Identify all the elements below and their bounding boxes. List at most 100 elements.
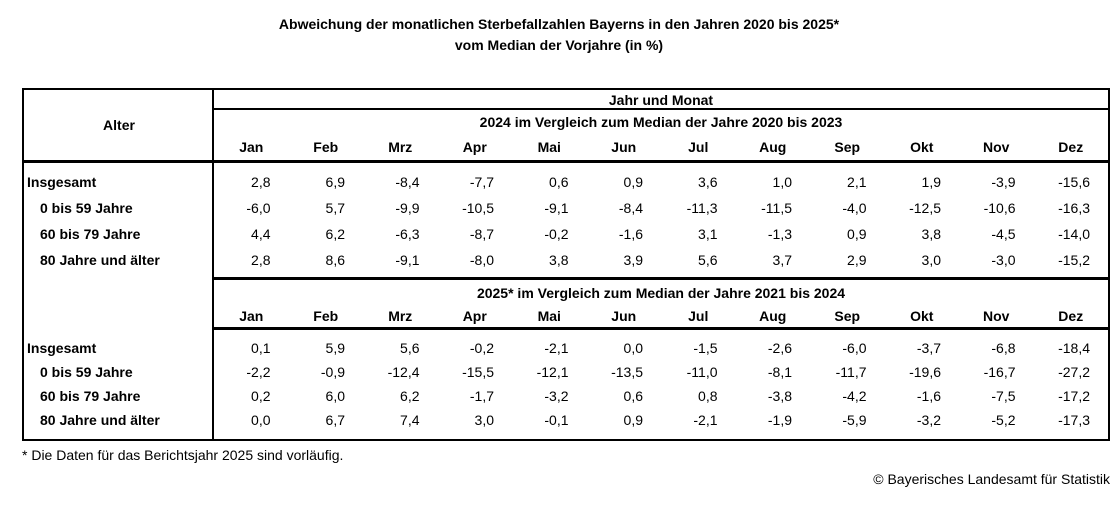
table-header: Alter Jahr und Monat 2024 im Vergleich z… [24, 90, 1108, 163]
data-cell: 0,6 [549, 174, 569, 190]
header-spacer [24, 277, 214, 330]
section-subtitle-2024: 2024 im Vergleich zum Median der Jahre 2… [479, 114, 843, 130]
month-header-cell: Jan [239, 307, 264, 324]
table-row-80-und-aelter: 80 Jahre und älter 0,0 6,7 7,4 3,0 -0,1 0,9 -2… [24, 408, 1108, 432]
row-label: 60 bis 79 Jahre [40, 226, 141, 242]
data-cell: -6,0 [842, 340, 867, 356]
data-cell: 1,9 [921, 174, 941, 190]
data-cell: -7,5 [991, 388, 1016, 404]
data-cell: 2,8 [251, 252, 271, 268]
data-cell: -4,5 [991, 226, 1016, 242]
row-label: 60 bis 79 Jahre [40, 388, 141, 404]
data-cell: -3,2 [544, 388, 569, 404]
page-title-line1: Abweichung der monatlichen Sterbefallzah… [278, 16, 840, 32]
data-cell: -16,3 [1058, 200, 1090, 216]
data-cell: 2,1 [847, 174, 867, 190]
data-cell: 3,8 [549, 252, 569, 268]
month-header-cell: Jun [611, 307, 637, 324]
month-header-cell: Dez [1058, 307, 1084, 324]
data-cell: -0,9 [320, 364, 345, 380]
statistics-table: Alter Jahr und Monat 2024 im Vergleich z… [22, 88, 1110, 441]
data-cell: 4,4 [251, 226, 271, 242]
data-cell: -11,0 [686, 364, 718, 380]
month-header-cell: Jul [688, 307, 709, 324]
data-cell: -0,2 [469, 340, 494, 356]
data-cell: 5,6 [698, 252, 718, 268]
data-cell: 7,4 [400, 412, 420, 428]
table-row-insgesamt: Insgesamt 2,8 6,9 -8,4 -7,7 0,6 0,9 3,6 1,0 2,1 1… [24, 169, 1108, 195]
month-header-cell: Jun [611, 138, 637, 155]
data-cell: -11,3 [686, 200, 718, 216]
data-cell: 5,7 [325, 200, 345, 216]
data-cell: -11,7 [835, 364, 867, 380]
data-cell: 0,0 [623, 340, 643, 356]
table-row-60-bis-79: 60 bis 79 Jahre 4,4 6,2 -6,3 -8,7 -0,2 -1,6 3,… [24, 221, 1108, 247]
footnote: * Die Daten für das Berichtsjahr 2025 si… [22, 447, 344, 463]
copyright: © Bayerisches Landesamt für Statistik [873, 471, 1110, 487]
corner-label-alter: Alter [103, 117, 135, 133]
data-cell: 6,2 [325, 226, 345, 242]
data-cell: -6,3 [395, 226, 420, 242]
month-header-cell: Aug [759, 307, 787, 324]
data-cell: -8,4 [395, 174, 420, 190]
page-title: Abweichung der monatlichen Sterbefallzah… [0, 14, 1118, 56]
row-label: 80 Jahre und älter [40, 252, 160, 268]
data-cell: -0,2 [544, 226, 569, 242]
month-header-cell: Apr [462, 307, 487, 324]
data-cell: -1,6 [618, 226, 643, 242]
data-cell: 0,0 [251, 412, 271, 428]
data-cell: -17,3 [1058, 412, 1090, 428]
data-cell: 0,9 [623, 174, 643, 190]
data-cell: -19,6 [909, 364, 941, 380]
data-cell: 3,7 [772, 252, 792, 268]
data-cell: 3,0 [921, 252, 941, 268]
data-cell: 1,0 [772, 174, 792, 190]
data-cell: -3,9 [991, 174, 1016, 190]
data-cell: -8,7 [469, 226, 494, 242]
table-row-insgesamt: Insgesamt 0,1 5,9 5,6 -0,2 -2,1 0,0 -1,5 -2,6 -6… [24, 336, 1108, 360]
table-row-0-bis-59: 0 bis 59 Jahre -2,2 -0,9 -12,4 -15,5 -12,1 -1… [24, 360, 1108, 384]
data-cell: 0,2 [251, 388, 271, 404]
data-cell: -7,7 [469, 174, 494, 190]
data-cell: 0,1 [251, 340, 271, 356]
data-cell: 8,6 [325, 252, 345, 268]
data-cell: -4,2 [842, 388, 867, 404]
data-cell: -12,1 [536, 364, 569, 380]
row-label: 0 bis 59 Jahre [40, 200, 133, 216]
month-header-cell: Dez [1058, 138, 1084, 155]
data-cell: -5,2 [991, 412, 1016, 428]
row-label: Insgesamt [27, 174, 97, 190]
table-body-2024: Insgesamt 2,8 6,9 -8,4 -7,7 0,6 0,9 3,6 1,0 2,1 1… [24, 163, 1108, 277]
row-values: 0,1 5,9 5,6 -0,2 -2,1 0,0 -1,5 -2,6 -6,0 -3,7 -6,8… [214, 340, 1108, 356]
row-label: 0 bis 59 Jahre [40, 364, 133, 380]
data-cell: -10,6 [983, 200, 1016, 216]
data-cell: 0,6 [623, 388, 643, 404]
month-header-cell: Jul [688, 138, 709, 155]
group-header-jahr-und-monat: Jahr und Monat [214, 90, 1108, 110]
data-cell: -5,9 [842, 412, 867, 428]
month-header-cell: Nov [983, 307, 1010, 324]
table-row-80-und-aelter: 80 Jahre und älter 2,8 8,6 -9,1 -8,0 3,8 3,9 5… [24, 247, 1108, 273]
data-cell: -18,4 [1058, 340, 1090, 356]
data-cell: 3,0 [474, 412, 494, 428]
month-header-cell: Mrz [388, 307, 413, 324]
data-cell: 6,2 [400, 388, 420, 404]
month-header-cell: Mai [537, 307, 561, 324]
data-cell: -17,2 [1058, 388, 1090, 404]
month-header-cell: Feb [313, 138, 339, 155]
data-cell: -6,8 [991, 340, 1016, 356]
data-cell: -2,1 [693, 412, 718, 428]
row-label: 80 Jahre und älter [40, 412, 160, 428]
month-header-cell: Apr [462, 138, 487, 155]
data-cell: -9,9 [395, 200, 420, 216]
data-cell: -16,7 [983, 364, 1016, 380]
data-cell: 3,1 [698, 226, 718, 242]
month-header-row: Jan Feb Mrz Apr Mai Jun Jul Aug Sep Okt Nov Dez [214, 304, 1108, 330]
data-cell: -2,1 [544, 340, 569, 356]
data-cell: -15,2 [1058, 252, 1090, 268]
data-cell: 2,9 [847, 252, 867, 268]
data-cell: 6,7 [325, 412, 345, 428]
row-values: -6,0 5,7 -9,9 -10,5 -9,1 -8,4 -11,3 -11,5 -4,0 -1… [214, 200, 1108, 216]
data-cell: -8,1 [767, 364, 792, 380]
